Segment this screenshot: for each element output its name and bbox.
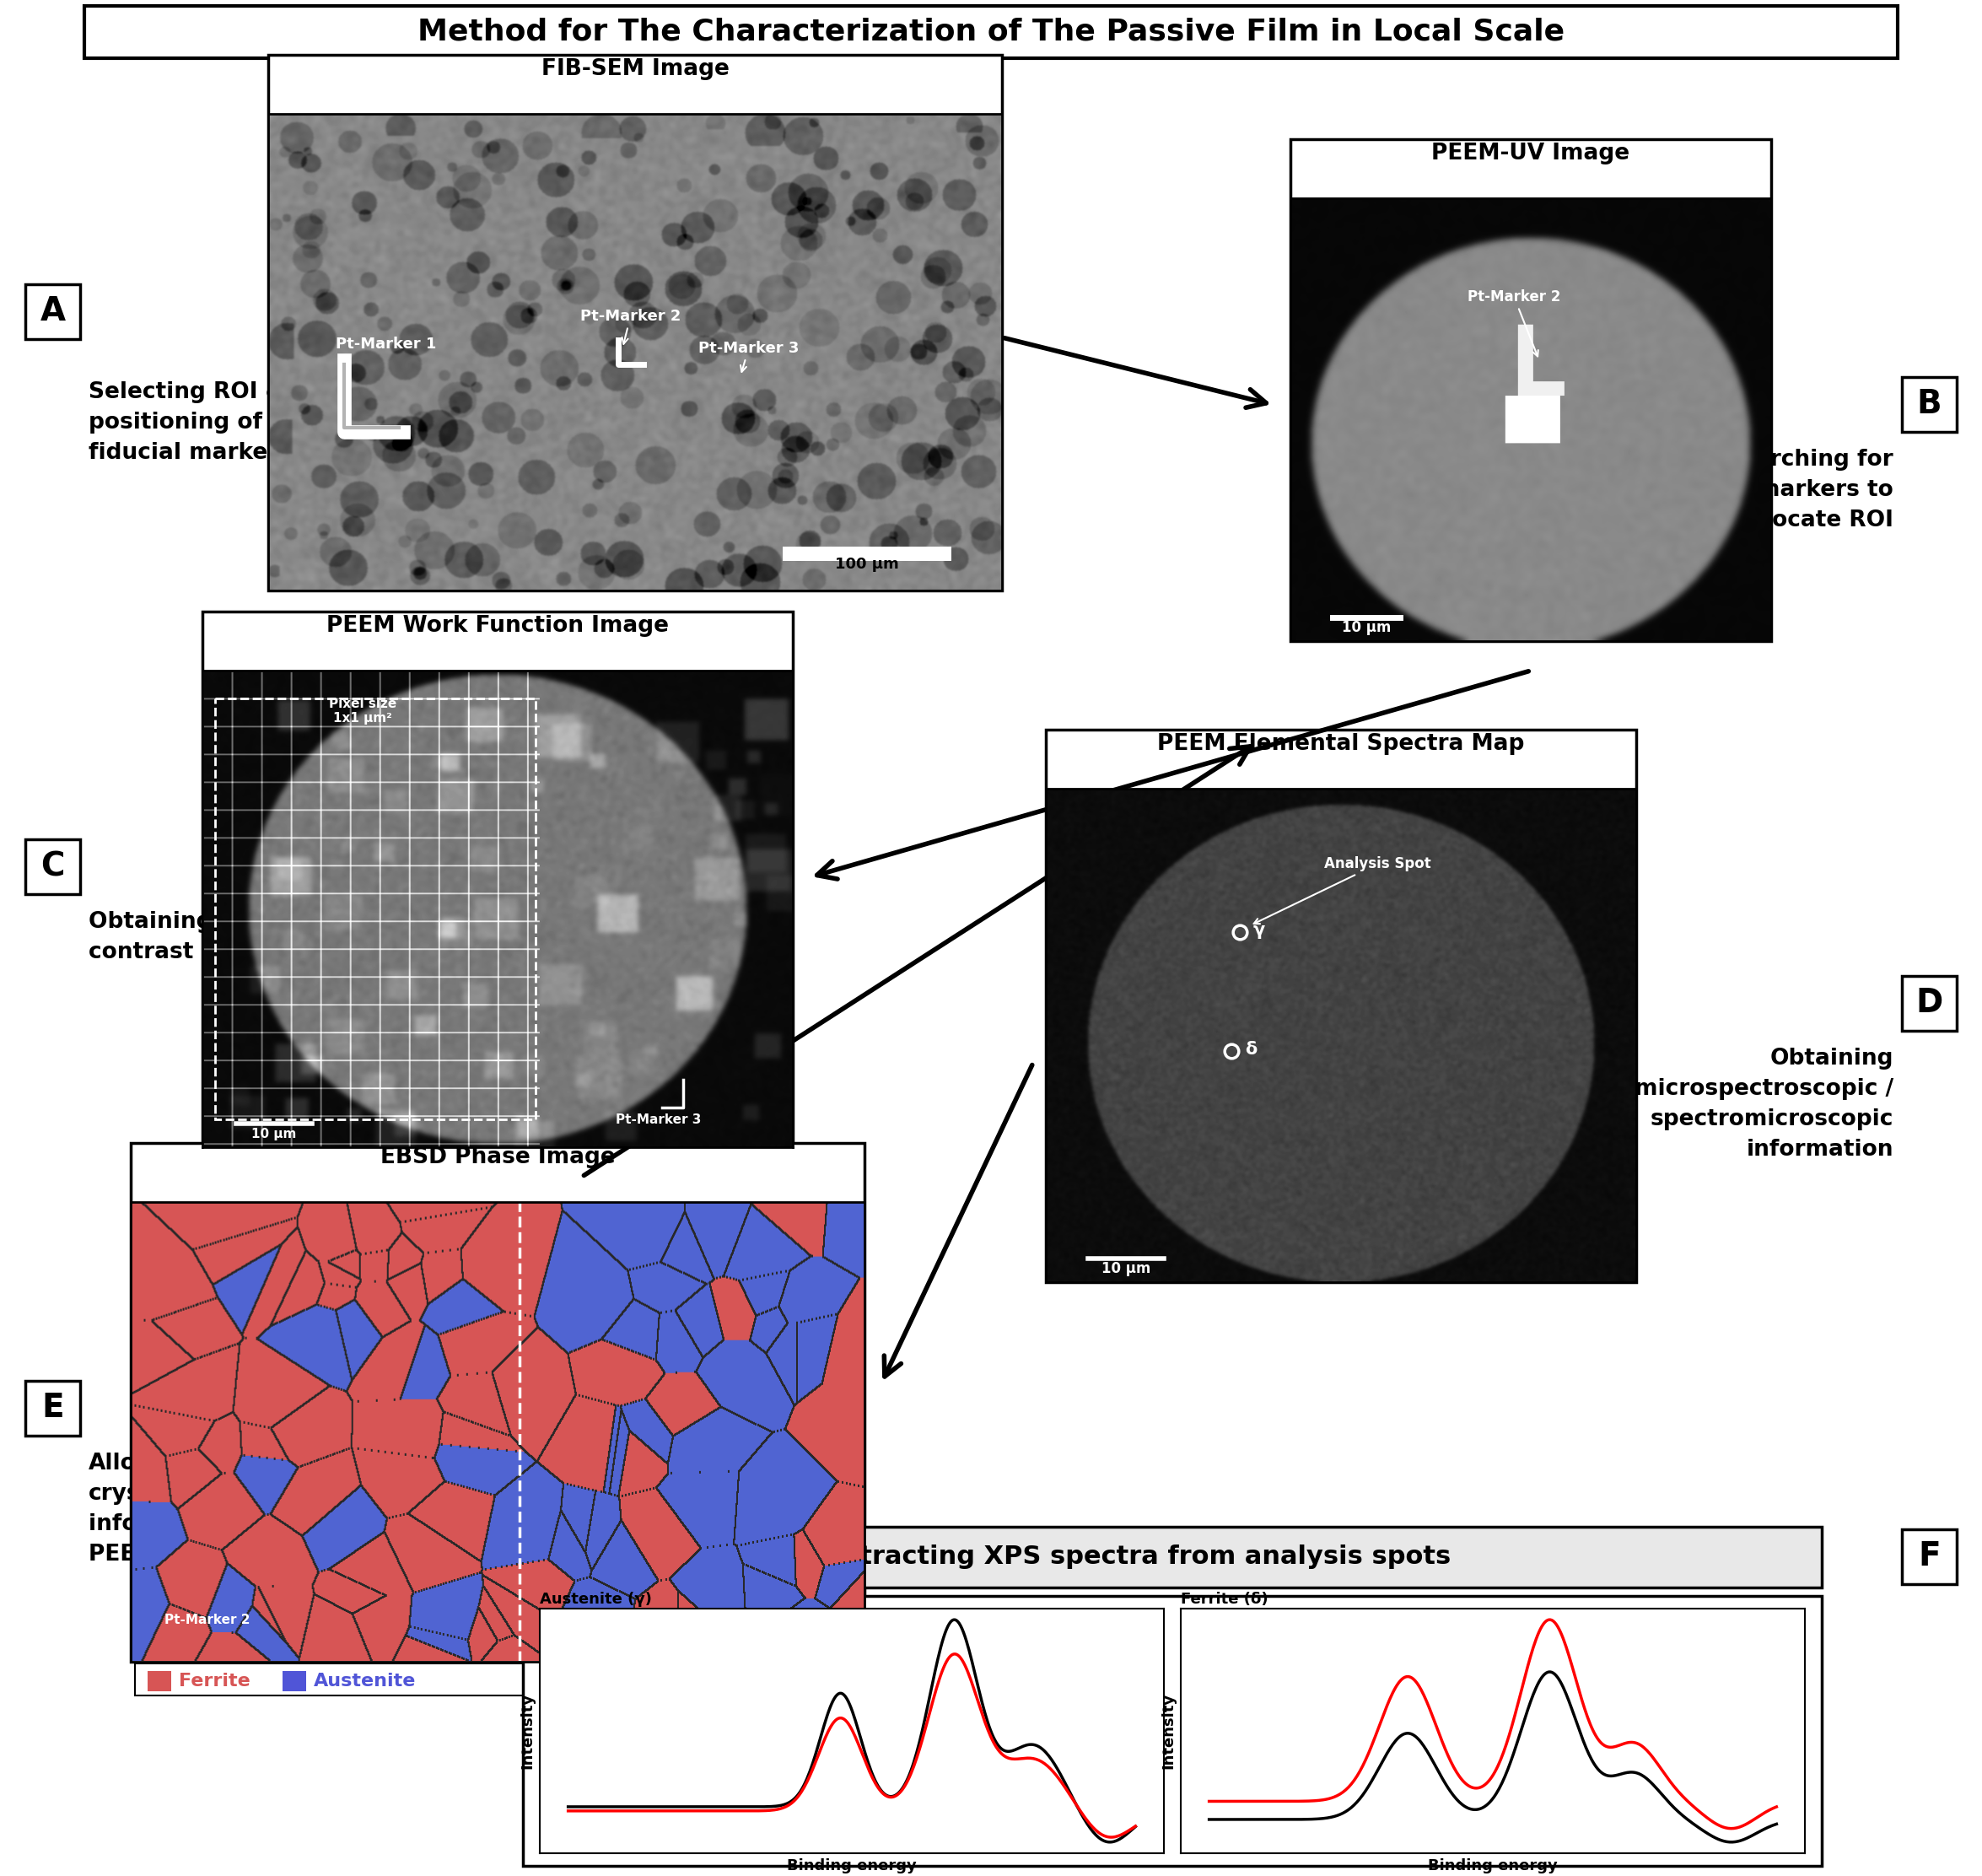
Text: Pixel size
1x1 μm²: Pixel size 1x1 μm² [329, 698, 396, 724]
Text: Obtaining
microspectroscopic /
spectromicroscopic
information: Obtaining microspectroscopic / spectromi… [1635, 1047, 1893, 1161]
Text: B: B [1917, 388, 1942, 420]
Text: PEEM Work Function Image: PEEM Work Function Image [327, 615, 668, 636]
FancyBboxPatch shape [1046, 730, 1637, 1281]
Text: EBSD Phase Image: EBSD Phase Image [381, 1146, 614, 1169]
Text: Selecting ROI &
positioning of
fiducial markers: Selecting ROI & positioning of fiducial … [89, 381, 291, 463]
FancyBboxPatch shape [147, 1672, 170, 1692]
Text: Pt-Marker 1: Pt-Marker 1 [335, 336, 436, 351]
Text: Extracting XPS spectra from analysis spots: Extracting XPS spectra from analysis spo… [826, 1546, 1451, 1570]
Text: C: C [42, 850, 65, 884]
Bar [783, 546, 951, 561]
Text: Pt-Marker 3: Pt-Marker 3 [698, 340, 799, 371]
X-axis label: Binding energy: Binding energy [787, 1857, 916, 1872]
Bar [216, 698, 535, 1120]
Text: Pt-Marker 2: Pt-Marker 2 [1467, 289, 1560, 356]
Y-axis label: Intensity: Intensity [1161, 1692, 1175, 1769]
Text: F: F [1919, 1540, 1940, 1572]
FancyBboxPatch shape [202, 612, 793, 1148]
FancyBboxPatch shape [135, 1664, 860, 1696]
Text: E: E [42, 1392, 63, 1424]
FancyBboxPatch shape [131, 1142, 864, 1662]
Text: Pt-Marker 2: Pt-Marker 2 [165, 1613, 250, 1626]
Text: Method for The Characterization of The Passive Film in Local Scale: Method for The Characterization of The P… [418, 17, 1564, 47]
FancyBboxPatch shape [523, 1596, 1821, 1867]
FancyBboxPatch shape [523, 1527, 1821, 1587]
Bar [783, 546, 951, 561]
Text: PEEM-UV Image: PEEM-UV Image [1431, 143, 1629, 165]
Text: δ: δ [1245, 1041, 1257, 1058]
Text: γ: γ [1253, 921, 1265, 938]
Text: Ferrite (δ): Ferrite (δ) [1181, 1593, 1268, 1608]
Text: Pt-Marker 2: Pt-Marker 2 [581, 308, 682, 343]
Text: PEEM Elemental Spectra Map: PEEM Elemental Spectra Map [1157, 734, 1524, 754]
Text: A: A [40, 296, 65, 328]
FancyBboxPatch shape [268, 54, 1003, 591]
FancyBboxPatch shape [1290, 139, 1772, 642]
Text: Searching for
markers to
allocate ROI: Searching for markers to allocate ROI [1724, 448, 1893, 531]
Text: FIB-SEM Image: FIB-SEM Image [541, 58, 729, 81]
Text: 10 μm: 10 μm [1342, 619, 1391, 634]
X-axis label: Binding energy: Binding energy [1427, 1857, 1558, 1872]
Text: Allocating
crystallographic
information to
PEEM data: Allocating crystallographic information … [89, 1452, 291, 1566]
Y-axis label: Intensity: Intensity [519, 1692, 535, 1769]
Text: Analysis Spot: Analysis Spot [1255, 857, 1431, 923]
Text: Pt-Marker 3: Pt-Marker 3 [616, 1112, 702, 1126]
Text: Austenite (γ): Austenite (γ) [539, 1593, 652, 1608]
Text: D: D [1917, 987, 1942, 1019]
Text: Ferrite: Ferrite [178, 1673, 250, 1690]
FancyBboxPatch shape [283, 1672, 305, 1692]
Text: Obtaining  PEEM
contrast of ROI: Obtaining PEEM contrast of ROI [89, 912, 295, 962]
Text: 10 μm: 10 μm [252, 1127, 297, 1141]
Text: 10 μm: 10 μm [1102, 1261, 1152, 1276]
Text: Austenite: Austenite [313, 1673, 416, 1690]
Text: 100 μm: 100 μm [834, 557, 900, 572]
Text: 50 μm: 50 μm [694, 1642, 743, 1657]
